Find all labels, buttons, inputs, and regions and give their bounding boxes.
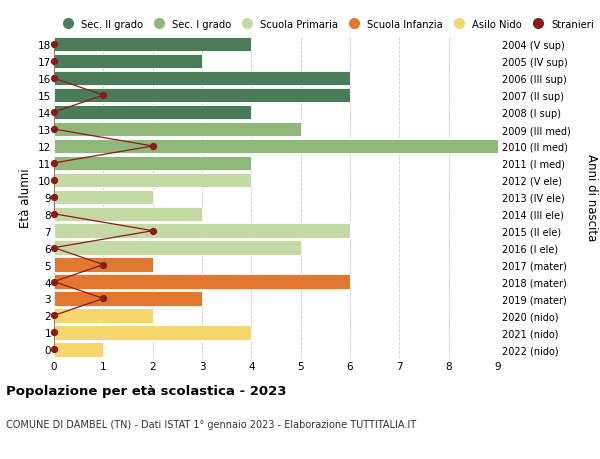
Bar (54, 89, 350, 103)
Bar (54, 207, 202, 221)
Bar (54, 258, 152, 272)
Point (49, 58, 59, 66)
Bar (54, 173, 251, 188)
Text: Popolazione per età scolastica - 2023: Popolazione per età scolastica - 2023 (6, 384, 287, 397)
Text: COMUNE DI DAMBEL (TN) - Dati ISTAT 1° gennaio 2023 - Elaborazione TUTTITALIA.IT: COMUNE DI DAMBEL (TN) - Dati ISTAT 1° ge… (6, 419, 416, 429)
Point (148, 143, 157, 150)
Y-axis label: Età alunni: Età alunni (19, 168, 32, 227)
Point (49, 126, 59, 134)
Point (98, 295, 108, 302)
Bar (54, 291, 202, 306)
Point (49, 41, 59, 49)
Bar (54, 224, 350, 238)
Legend: Sec. II grado, Sec. I grado, Scuola Primaria, Scuola Infanzia, Asilo Nido, Stran: Sec. II grado, Sec. I grado, Scuola Prim… (54, 16, 598, 34)
Point (49, 160, 59, 167)
Point (49, 211, 59, 218)
Bar (54, 72, 350, 86)
Point (49, 312, 59, 319)
Bar (54, 275, 350, 289)
Bar (54, 325, 251, 340)
Point (98, 92, 108, 100)
Bar (54, 241, 301, 255)
Bar (54, 157, 251, 171)
Bar (54, 38, 251, 52)
Point (49, 194, 59, 201)
Bar (54, 190, 152, 205)
Point (148, 228, 157, 235)
Point (98, 261, 108, 269)
Bar (54, 140, 498, 154)
Point (49, 346, 59, 353)
Point (49, 177, 59, 184)
Bar (54, 106, 251, 120)
Point (49, 75, 59, 83)
Bar (54, 55, 202, 69)
Bar (54, 342, 103, 357)
Y-axis label: Anni di nascita: Anni di nascita (585, 154, 598, 241)
Point (49, 329, 59, 336)
Point (49, 278, 59, 285)
Point (49, 245, 59, 252)
Bar (54, 123, 301, 137)
Point (49, 109, 59, 117)
Bar (54, 308, 152, 323)
